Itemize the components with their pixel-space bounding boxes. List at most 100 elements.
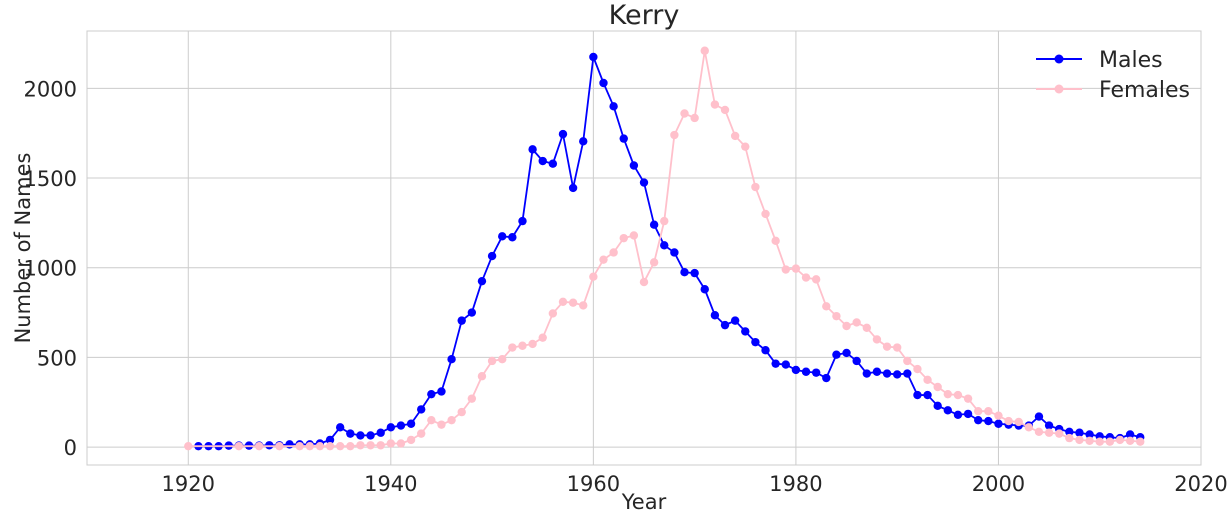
y-tick-label: 1500: [24, 167, 77, 191]
data-point-males: [356, 431, 365, 440]
data-point-females: [437, 420, 446, 429]
data-point-males: [771, 359, 780, 368]
x-tick-label: 2020: [1174, 472, 1227, 496]
data-point-males: [396, 421, 406, 430]
data-point-females: [639, 277, 649, 287]
data-point-females: [832, 311, 841, 321]
data-point-females: [1044, 428, 1054, 437]
data-point-males: [660, 241, 669, 250]
data-point-females: [568, 298, 578, 307]
data-point-females: [254, 441, 264, 451]
data-point-females: [457, 407, 466, 417]
data-point-females: [801, 273, 811, 282]
data-point-females: [730, 131, 740, 141]
data-point-males: [933, 401, 942, 411]
chart-title: Kerry: [609, 0, 680, 31]
data-point-males: [467, 308, 477, 317]
data-point-males: [761, 346, 770, 355]
data-point-males: [811, 368, 821, 377]
series-males: [194, 52, 1145, 451]
data-point-females: [974, 407, 983, 416]
data-point-males: [781, 360, 790, 369]
data-point-females: [649, 258, 659, 267]
data-point-females: [538, 333, 547, 342]
data-point-females: [943, 389, 953, 399]
data-point-males: [568, 183, 578, 193]
y-tick-label: 0: [64, 436, 77, 460]
data-point-males: [892, 370, 902, 379]
data-point-females: [234, 441, 244, 451]
data-point-females: [1136, 437, 1145, 446]
data-point-females: [741, 142, 750, 151]
data-point-females: [356, 441, 365, 450]
data-point-females: [447, 415, 456, 425]
data-point-males: [619, 134, 628, 143]
data-point-females: [184, 441, 193, 451]
data-point-females: [346, 441, 355, 451]
data-point-females: [1075, 435, 1084, 445]
data-point-females: [528, 339, 537, 349]
legend: Males Females: [1036, 48, 1190, 103]
data-point-males: [335, 423, 345, 432]
data-point-females: [275, 441, 284, 451]
data-point-males: [842, 348, 851, 358]
data-point-males: [487, 251, 497, 261]
data-point-females: [700, 46, 709, 55]
data-point-females: [518, 341, 527, 350]
data-point-females: [771, 236, 780, 246]
data-point-males: [589, 52, 598, 62]
data-point-females: [781, 265, 790, 274]
y-tick-label: 2000: [24, 77, 77, 101]
data-point-females: [406, 435, 416, 445]
data-point-males: [994, 419, 1003, 428]
data-point-females: [1115, 435, 1125, 445]
data-point-females: [1095, 437, 1104, 446]
data-point-males: [923, 390, 932, 400]
data-point-females: [366, 441, 375, 450]
x-tick-label: 2000: [972, 472, 1025, 496]
data-point-males: [498, 232, 507, 241]
y-tick-label: 500: [37, 346, 77, 370]
series-line-females: [188, 49, 1141, 448]
data-point-males: [963, 409, 973, 419]
data-point-females: [295, 441, 304, 451]
data-point-females: [335, 441, 345, 451]
series-line-males: [198, 56, 1141, 448]
data-point-males: [366, 431, 375, 440]
data-point-females: [548, 309, 558, 318]
x-tick-label: 1920: [162, 472, 215, 496]
data-point-males: [346, 429, 355, 438]
y-tick-label: 1000: [24, 257, 77, 281]
data-point-males: [629, 161, 639, 170]
data-point-females: [1034, 427, 1044, 437]
data-point-males: [599, 78, 608, 88]
data-point-males: [1125, 430, 1135, 439]
data-point-females: [994, 411, 1003, 420]
legend-label-males: Males: [1099, 48, 1163, 73]
data-point-females: [1125, 436, 1135, 445]
data-point-females: [1014, 417, 1023, 427]
data-point-females: [376, 441, 385, 450]
data-point-males: [1044, 421, 1054, 430]
data-point-females: [1105, 437, 1115, 446]
data-point-females: [852, 318, 861, 327]
data-point-males: [1085, 430, 1094, 439]
data-point-females: [892, 343, 902, 352]
data-point-females: [710, 100, 720, 109]
data-point-females: [386, 439, 396, 448]
data-point-males: [406, 419, 416, 428]
data-point-females: [629, 231, 639, 240]
data-point-males: [639, 178, 649, 187]
data-point-males: [953, 410, 963, 419]
data-point-females: [315, 441, 325, 451]
data-point-males: [518, 216, 527, 226]
data-point-females: [761, 209, 770, 219]
data-point-males: [427, 389, 436, 399]
series-females: [184, 46, 1145, 451]
data-point-males: [579, 137, 588, 146]
y-tick-labels: 0 500 1000 1500 2000: [24, 77, 77, 460]
data-point-males: [417, 405, 426, 414]
data-point-females: [811, 275, 821, 284]
data-point-females: [477, 372, 487, 381]
data-point-females: [1055, 429, 1064, 438]
